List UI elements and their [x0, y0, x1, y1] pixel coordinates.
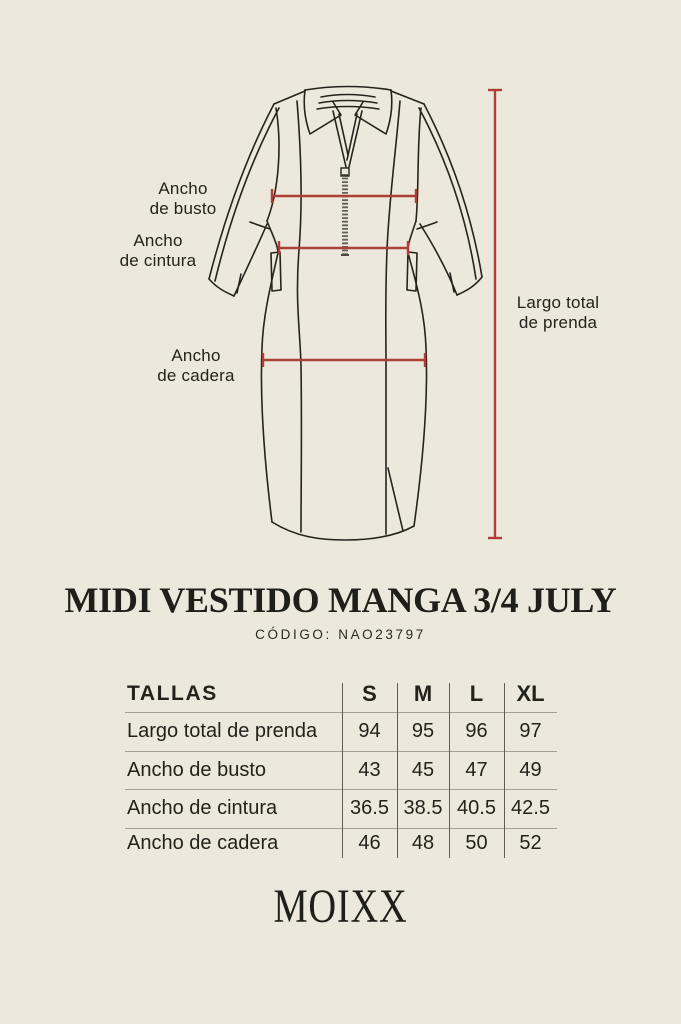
bust-measure-line [270, 189, 418, 203]
size-value: 94 [358, 720, 381, 742]
table-divider [125, 751, 557, 752]
table-column-divider [504, 683, 505, 858]
row-label-length: Largo total de prenda [127, 720, 318, 742]
size-value: 47 [465, 758, 488, 781]
row-label-hip: Ancho de cadera [127, 831, 279, 854]
size-value: 46 [358, 831, 381, 854]
waist-width-label: Ancho de cintura [119, 231, 197, 270]
zipper [340, 167, 350, 256]
size-column-xl: XL [516, 681, 545, 706]
dress-line-art [208, 85, 483, 541]
table-column-divider [397, 683, 398, 858]
length-measure-line [488, 88, 502, 540]
size-value: 38.5 [403, 797, 443, 819]
table-divider [125, 712, 557, 713]
size-column-m: M [413, 681, 433, 706]
table-divider [125, 789, 557, 790]
product-title: MIDI VESTIDO MANGA 3/4 JULY [64, 580, 617, 620]
size-value: 50 [465, 831, 488, 854]
brand-logo: MOIXX [273, 880, 408, 933]
size-value: 52 [519, 831, 542, 854]
bust-width-label: Ancho de busto [149, 179, 217, 218]
size-value: 40.5 [457, 797, 496, 819]
size-value: 48 [411, 831, 435, 854]
table-column-divider [449, 683, 450, 858]
size-value: 43 [358, 758, 381, 781]
table-divider [125, 828, 557, 829]
product-code: CÓDIGO: NAO23797 [255, 627, 426, 642]
measurement-lines [261, 88, 502, 540]
dress-diagram [208, 85, 502, 541]
size-table: TALLAS S M L XL Largo total de prenda 94… [125, 676, 557, 858]
hip-width-label: Ancho de cadera [157, 346, 235, 385]
waist-measure-line [277, 241, 410, 255]
total-length-label: Largo total de prenda [516, 293, 600, 332]
size-value: 36.5 [350, 797, 389, 819]
size-column-s: S [362, 681, 377, 706]
size-value: 42.5 [511, 797, 550, 819]
size-value: 96 [465, 720, 488, 742]
row-label-bust: Ancho de busto [127, 758, 266, 781]
size-column-l: L [469, 681, 484, 706]
row-label-waist: Ancho de cintura [127, 797, 278, 819]
size-value: 45 [411, 758, 435, 781]
size-value: 97 [519, 720, 542, 742]
table-column-divider [342, 683, 343, 858]
size-value: 95 [411, 720, 435, 742]
hip-measure-line [261, 353, 427, 367]
size-value: 49 [519, 758, 542, 781]
table-header-tallas: TALLAS [127, 682, 218, 705]
